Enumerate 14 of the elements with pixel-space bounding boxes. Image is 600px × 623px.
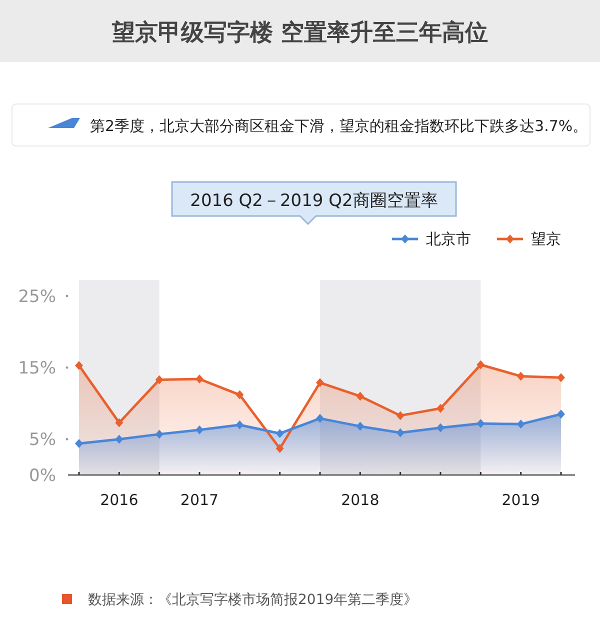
x-tick-label: 2018 [341,491,380,509]
chart-title: 望京甲级写字楼 空置率升至三年高位 [110,19,488,46]
y-tick-label: 0% [29,466,56,486]
x-tick-label: 2019 [502,491,540,509]
y-tick-label: 25% [18,287,56,307]
y-tick-label: 5% [29,430,56,450]
x-tick-label: 2017 [180,491,219,509]
legend-label: 望京 [531,230,561,248]
text: 第2季度，北京大部分商区租金下滑，望京的租金指数环比下跌多达3.7%。 [90,117,588,135]
chart-subtitle: 2016 Q2－2019 Q2商圈空置率 [190,191,438,211]
y-tick-label: 15% [18,358,56,379]
legend-label: 北京市 [426,230,471,248]
source-note: 数据来源：《北京写字楼市场简报2019年第二季度》 [88,592,418,608]
x-tick-label: 2016 [100,491,138,509]
